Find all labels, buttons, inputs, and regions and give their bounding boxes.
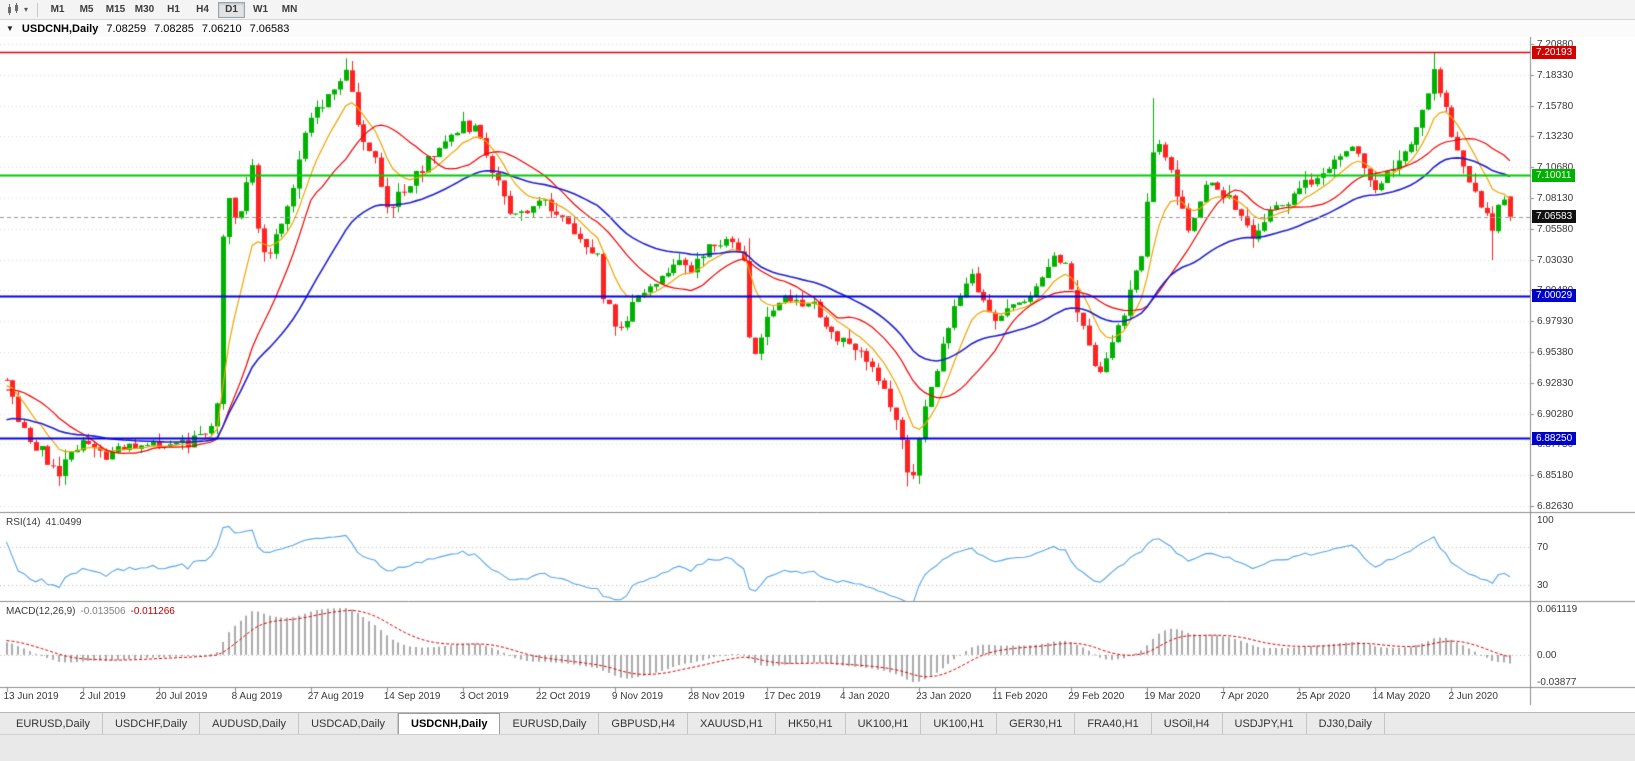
chart-tab-fra40-h1[interactable]: FRA40,H1 [1075,713,1152,734]
timeframe-button-M15[interactable]: M15 [102,2,129,18]
macd-panel-divider[interactable] [0,600,1635,604]
chart-tab-usdjpy-h1[interactable]: USDJPY,H1 [1223,713,1307,734]
chart-tab-usdcnh-daily[interactable]: USDCNH,Daily [398,713,501,734]
chart-tab-usdcad-daily[interactable]: USDCAD,Daily [299,713,399,734]
timeframe-toolbar: ▾ M1 M5 M15 M30 H1 H4 D1 W1 MN [0,0,1635,20]
rsi-panel-divider[interactable] [0,511,1635,515]
chart-title-bar: ▼ USDCNH,Daily 7.08259 7.08285 7.06210 7… [0,20,1635,37]
ohlc-close-value: 7.06583 [249,22,290,35]
chart-tab-eurusd-daily[interactable]: EURUSD,Daily [4,713,103,734]
chart-tab-gbpusd-h4[interactable]: GBPUSD,H4 [599,713,688,734]
rsi-name: RSI(14) [6,517,41,528]
chart-tab-usoil-h4[interactable]: USOil,H4 [1152,713,1223,734]
chart-tab-dj30-daily[interactable]: DJ30,Daily [1307,713,1385,734]
rsi-indicator-label: RSI(14) 41.0499 [6,517,82,528]
chart-tab-uk100-h1[interactable]: UK100,H1 [846,713,922,734]
timeframe-button-M1[interactable]: M1 [44,2,71,18]
candlestick-chart-icon [8,3,18,15]
macd-main-value: -0.013506 [80,606,126,617]
timeframe-button-H1[interactable]: H1 [160,2,187,18]
chart-tab-hk50-h1[interactable]: HK50,H1 [776,713,846,734]
macd-signal-value: -0.011266 [130,606,175,617]
rsi-value: 41.0499 [45,517,82,528]
status-bar [0,734,1635,761]
chart-tab-xauusd-h1[interactable]: XAUUSD,H1 [688,713,776,734]
chart-tab-uk100-h1[interactable]: UK100,H1 [921,713,998,734]
timeframe-button-H4[interactable]: H4 [189,2,216,18]
timeframe-button-M30[interactable]: M30 [131,2,158,18]
chart-type-button[interactable]: ▾ [7,3,28,16]
toolbar-separator [37,2,39,17]
collapse-indicator-icon[interactable]: ▼ [6,24,14,33]
timeframe-buttons-group: M1 M5 M15 M30 H1 H4 D1 W1 MN [43,1,304,18]
timeframe-button-D1[interactable]: D1 [218,1,246,18]
macd-indicator-label: MACD(12,26,9) -0.013506 -0.011266 [6,606,175,617]
chart-tab-audusd-daily[interactable]: AUDUSD,Daily [200,713,300,734]
ohlc-high-value: 7.08285 [154,22,194,35]
timeframe-button-MN[interactable]: MN [276,2,303,18]
chart-symbol-label: USDCNH,Daily [21,22,99,35]
ohlc-open-value: 7.08259 [106,22,147,35]
chart-tab-ger30-h1[interactable]: GER30,H1 [997,713,1076,734]
chart-tab-usdchf-daily[interactable]: USDCHF,Daily [103,713,201,734]
timeframe-button-M5[interactable]: M5 [73,2,100,18]
macd-name: MACD(12,26,9) [6,606,76,617]
chevron-down-icon: ▾ [24,5,29,14]
ohlc-low-value: 7.06210 [201,22,242,35]
chart-tab-bar: EURUSD,Daily USDCHF,Daily AUDUSD,Daily USDC… [0,712,1635,734]
chart-tab-eurusd-daily[interactable]: EURUSD,Daily [500,713,600,734]
timeframe-button-W1[interactable]: W1 [247,2,274,18]
